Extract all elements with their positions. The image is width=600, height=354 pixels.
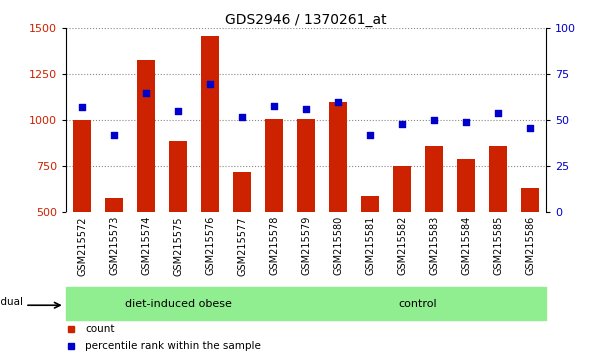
Text: GSM215582: GSM215582 [397,216,407,275]
Bar [233,172,251,212]
Text: GSM215574: GSM215574 [141,216,151,275]
Text: GSM215586: GSM215586 [525,216,535,275]
Point [301,107,311,112]
Bar [169,141,187,212]
Text: diet-induced obese: diet-induced obese [125,298,232,309]
Point [173,108,183,114]
Bar [265,119,283,212]
Text: GSM215585: GSM215585 [493,216,503,275]
Bar [457,159,475,212]
Text: GSM215572: GSM215572 [77,216,87,276]
Bar [393,166,411,212]
Title: GDS2946 / 1370261_at: GDS2946 / 1370261_at [225,13,387,27]
Bar [489,146,507,212]
Point [269,103,279,108]
Point [333,99,343,105]
Text: control: control [398,298,437,309]
Bar [105,198,123,212]
Bar [297,119,315,212]
Text: GSM215580: GSM215580 [333,216,343,275]
Text: GSM215579: GSM215579 [301,216,311,275]
Point [461,119,471,125]
Bar [66,287,290,320]
Point [429,118,439,123]
Text: count: count [85,324,115,334]
Text: GSM215576: GSM215576 [205,216,215,275]
Bar [290,287,546,320]
Point [525,125,535,131]
Point [365,132,375,138]
Bar [425,146,443,212]
Bar [361,196,379,212]
Text: GSM215573: GSM215573 [109,216,119,275]
Point [77,105,87,110]
Bar [201,36,219,212]
Text: individual: individual [0,297,23,307]
Point [109,132,119,138]
Point [205,81,215,86]
Text: GSM215578: GSM215578 [269,216,279,275]
Point [237,114,247,120]
Bar [521,188,539,212]
Text: GSM215583: GSM215583 [429,216,439,275]
Point [493,110,503,116]
Bar [329,102,347,212]
Text: percentile rank within the sample: percentile rank within the sample [85,341,261,350]
Bar [137,59,155,212]
Bar [73,120,91,212]
Point [141,90,151,96]
Point [397,121,407,127]
Text: GSM215581: GSM215581 [365,216,375,275]
Text: GSM215575: GSM215575 [173,216,183,276]
Text: GSM215577: GSM215577 [237,216,247,276]
Text: GSM215584: GSM215584 [461,216,471,275]
